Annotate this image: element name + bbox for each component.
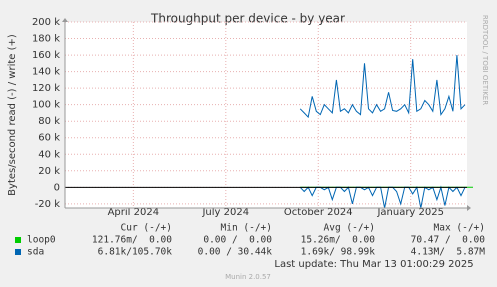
stat-value: 1.69k/ 98.99k [301,247,376,258]
legend-swatch [15,237,21,243]
legend-swatch [15,249,21,255]
y-tick-label: 160 k [32,50,60,61]
stat-header: Min (-/+) [221,223,272,234]
stat-value: 121.76m/ 0.00 [92,235,172,246]
stat-value: 70.47 / 0.00 [411,235,486,246]
y-tick-label: 80 k [38,116,60,127]
y-tick-label: 0 [54,182,60,193]
plot-area [65,22,467,208]
y-tick-label: 60 k [38,133,60,144]
y-tick-label: 200 k [32,17,60,28]
x-tick-label: January 2025 [376,207,444,218]
x-tick-label: October 2024 [284,207,353,218]
axis-arrow [62,18,68,22]
y-tick-label: 120 k [32,83,60,94]
axis-arrow [467,205,471,211]
y-tick-label: -20 k [35,199,61,210]
legend-label: sda [27,247,44,258]
y-tick-label: 100 k [32,100,60,111]
x-tick-label: April 2024 [108,207,159,218]
chart-title: Throughput per device - by year [150,12,345,26]
y-tick-label: 180 k [32,34,60,45]
footer: Munin 2.0.57 [225,273,271,281]
data-line [299,55,466,119]
stat-value: 4.13M/ 5.87M [411,247,486,258]
stat-header: Cur (-/+) [121,223,172,234]
legend-label: loop0 [27,235,56,246]
stat-header: Max (-/+) [434,223,485,234]
stat-value: 6.81k/105.70k [98,247,173,258]
stat-value: 0.00 / 30.44k [198,247,273,258]
y-tick-label: 140 k [32,67,60,78]
y-axis-label: Bytes/second read (-) / write (+) [7,34,18,196]
y-tick-label: 20 k [38,166,60,177]
stat-value: 0.00 / 0.00 [203,235,272,246]
side-text: RRDTOOL / TOBI OETIKER [481,15,489,105]
stat-value: 15.26m/ 0.00 [301,235,376,246]
stat-header: Avg (-/+) [324,223,375,234]
last-update: Last update: Thu Mar 13 01:00:29 2025 [274,259,473,270]
y-tick-label: 40 k [38,149,60,160]
x-tick-label: July 2024 [201,207,249,218]
